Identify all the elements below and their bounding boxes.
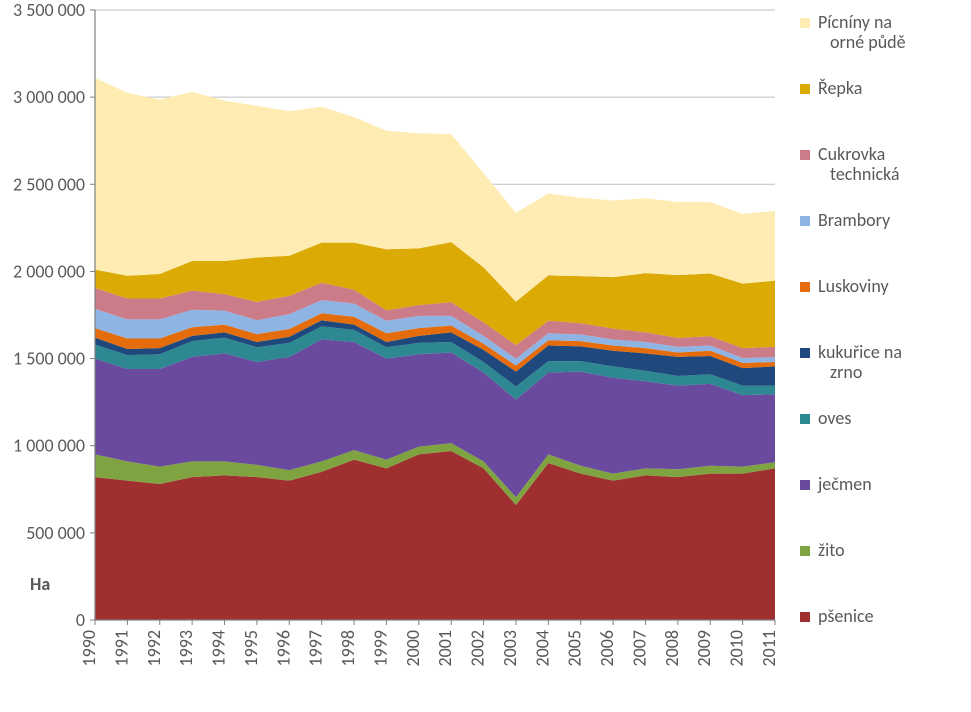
legend-item-picniny: Pícníny naorné půdě	[800, 11, 906, 53]
x-tick-label: 1998	[337, 630, 359, 667]
legend-item-zito: žito	[800, 539, 845, 561]
x-tick-label: 1997	[305, 630, 327, 667]
svg-text:kukuřice na: kukuřice na	[818, 341, 902, 363]
y-axis-title: Ha	[30, 573, 50, 595]
legend-item-cukrovka: Cukrovkatechnická	[800, 143, 900, 185]
x-tick-label: 2011	[758, 630, 780, 667]
x-tick-label: 2007	[628, 630, 650, 667]
svg-text:Řepka: Řepka	[818, 77, 862, 99]
chart-svg: 0 500 000 1 000 000 1 500 000 2 000 000 2 500…	[0, 0, 971, 712]
svg-text:oves: oves	[818, 407, 851, 429]
x-tick-label: 2003	[499, 630, 521, 667]
y-tick-label: 3 000 000	[13, 86, 85, 108]
x-tick-label: 2001	[434, 630, 456, 667]
x-tick-label: 1992	[143, 630, 165, 667]
svg-text:ječmen: ječmen	[817, 473, 872, 495]
y-tick-label: 500 000	[26, 522, 85, 544]
x-tick-label: 1994	[208, 630, 230, 667]
stacked-area-chart: 0 500 000 1 000 000 1 500 000 2 000 000 2 500…	[0, 0, 971, 712]
svg-text:Cukrovka: Cukrovka	[818, 143, 885, 165]
x-tick-label: 1990	[78, 630, 100, 667]
svg-text:technická: technická	[830, 163, 900, 185]
x-tick-label: 2006	[596, 630, 618, 667]
y-tick-label: 3 500 000	[13, 0, 85, 21]
legend-item-luskoviny: Luskoviny	[800, 275, 889, 297]
x-tick-label: 2004	[531, 630, 553, 667]
legend-item-jecmen: ječmen	[800, 473, 872, 495]
y-tick-label: 0	[76, 609, 85, 631]
y-tick-label: 2 000 000	[13, 260, 85, 282]
svg-text:Brambory: Brambory	[818, 209, 891, 231]
legend-item-repka: Řepka	[800, 77, 862, 99]
x-tick-label: 1991	[110, 630, 132, 667]
legend-item-oves: oves	[800, 407, 851, 429]
x-tick-label: 1996	[272, 630, 294, 667]
svg-text:zrno: zrno	[830, 361, 862, 383]
x-tick-label: 1995	[240, 630, 262, 667]
x-tick-label: 2002	[467, 630, 489, 667]
x-tick-label: 2009	[693, 630, 715, 667]
svg-text:pšenice: pšenice	[818, 605, 874, 627]
x-tick-label: 2005	[564, 630, 586, 667]
y-tick-label: 2 500 000	[13, 173, 85, 195]
svg-text:Pícníny na: Pícníny na	[818, 11, 892, 33]
y-tick-label: 1 500 000	[13, 348, 85, 370]
x-tick-label: 1999	[369, 630, 391, 667]
x-tick-label: 2010	[726, 630, 748, 667]
x-tick-label: 1993	[175, 630, 197, 667]
svg-text:Luskoviny: Luskoviny	[818, 275, 889, 297]
x-tick-label: 2000	[402, 630, 424, 667]
legend-item-psenice: pšenice	[800, 605, 874, 627]
legend-item-brambory: Brambory	[800, 209, 891, 231]
svg-text:orné půdě: orné půdě	[830, 31, 906, 53]
legend-item-kukurice: kukuřice nazrno	[800, 341, 902, 383]
y-tick-label: 1 000 000	[13, 435, 85, 457]
svg-text:žito: žito	[818, 539, 845, 561]
x-tick-label: 2008	[661, 630, 683, 667]
